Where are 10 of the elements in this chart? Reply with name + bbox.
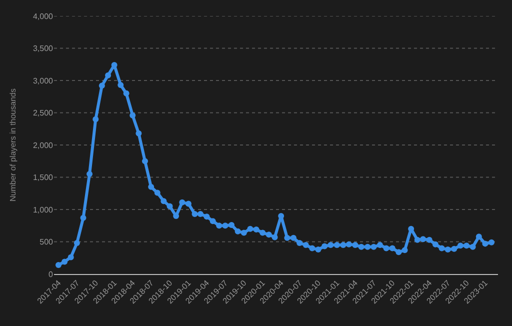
y-tick-label: 3,500 [32, 44, 54, 54]
y-tick-label: 2,500 [32, 108, 54, 118]
y-tick-label: 1,500 [32, 173, 54, 182]
y-tick-label: 3,000 [32, 76, 54, 86]
y-axis-title: Number of players in thousands [8, 88, 18, 202]
y-tick-label: 1,000 [32, 205, 54, 214]
y-tick-label: 2,000 [32, 140, 54, 150]
y-tick-label: 500 [40, 238, 54, 247]
y-tick-label: 4,000 [32, 12, 54, 21]
y-tick-label: 0 [48, 270, 54, 279]
